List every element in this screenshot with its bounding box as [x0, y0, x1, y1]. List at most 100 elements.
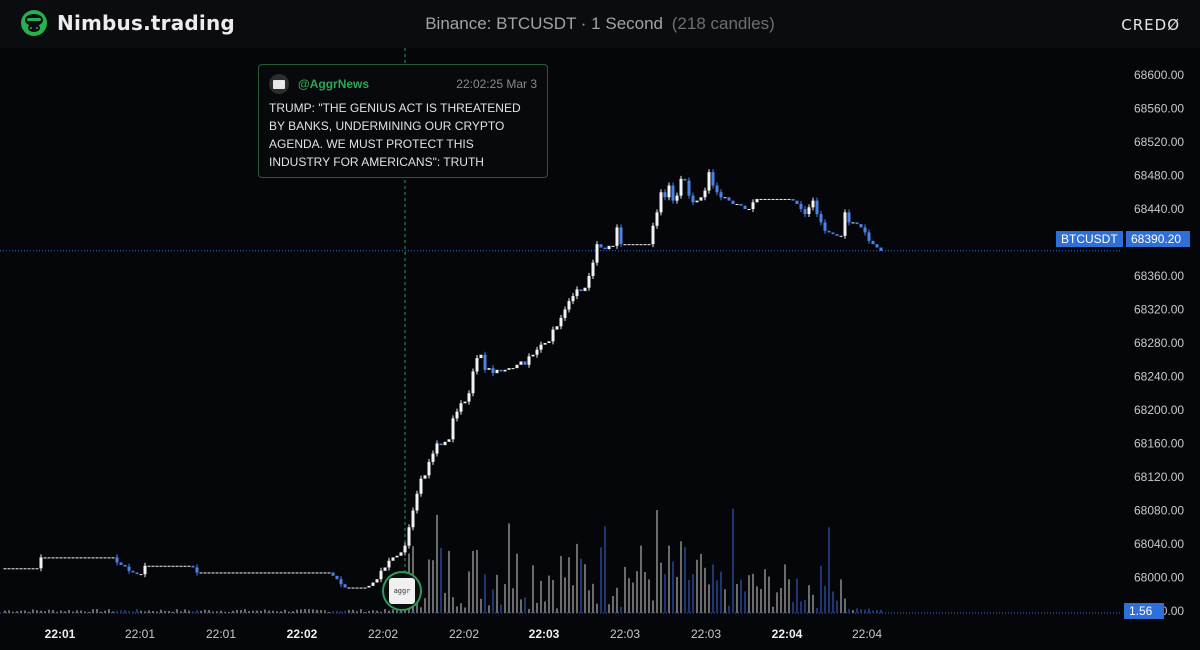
candle [431, 453, 435, 462]
y-tick-label: 68560.00 [1134, 102, 1184, 116]
volume-bar [252, 610, 254, 613]
candle [519, 361, 523, 365]
candle [123, 564, 127, 567]
y-tick-label: 68000.00 [1134, 571, 1184, 585]
candle [711, 172, 715, 186]
candle [595, 244, 599, 263]
y-tick-label: 68280.00 [1134, 336, 1184, 350]
volume-bar [8, 610, 10, 613]
y-tick-label: 68240.00 [1134, 370, 1184, 384]
volume-bar [640, 545, 642, 613]
volume-bar [732, 508, 734, 613]
aggr-logo-icon: aggr [389, 578, 415, 604]
volume-bar [168, 610, 170, 613]
volume-bar [52, 610, 54, 613]
volume-bar [560, 556, 562, 613]
volume-bar [880, 609, 882, 613]
candle [555, 326, 559, 330]
volume-bar [260, 610, 262, 613]
candle [195, 567, 199, 573]
volume-bar [72, 611, 74, 613]
volume-bar [464, 607, 466, 613]
volume-bar [716, 580, 718, 613]
volume-bar [708, 584, 710, 613]
volume-bar [808, 585, 810, 613]
y-tick-label: 68320.00 [1134, 303, 1184, 317]
candle [587, 276, 591, 288]
candle [855, 222, 859, 225]
candle [219, 572, 223, 574]
candle [563, 309, 567, 318]
candle [875, 244, 879, 248]
candle [511, 368, 515, 370]
volume-bar [380, 611, 382, 613]
news-avatar-icon [269, 74, 289, 94]
candle [839, 235, 843, 237]
x-tick-label: 22:01 [125, 627, 155, 641]
candle [335, 575, 339, 580]
chart-area[interactable]: 68600.00 68560.00 68520.00 68480.00 68440.00… [0, 48, 1200, 650]
candle [87, 557, 91, 559]
volume-bar [432, 560, 434, 613]
volume-bar [184, 609, 186, 613]
price-chart[interactable]: 68600.00 68560.00 68520.00 68480.00 68440.00… [0, 48, 1200, 650]
candle [631, 244, 635, 246]
candle [819, 214, 823, 223]
news-tweet-card[interactable]: @AggrNews 22:02:25 Mar 3 TRUMP: "THE GEN… [258, 64, 548, 178]
news-event-marker[interactable]: aggr [382, 571, 422, 611]
candle [719, 192, 723, 198]
candle [155, 565, 159, 567]
volume-bar [608, 604, 610, 613]
volume-bar [460, 603, 462, 613]
candle [759, 198, 763, 200]
candle [139, 574, 143, 576]
x-tick-label: 22:03 [610, 627, 640, 641]
candle [287, 572, 291, 574]
candle [567, 301, 571, 310]
volume-bar [684, 546, 686, 613]
volume-bar [584, 564, 586, 613]
candle [283, 572, 287, 574]
candle [639, 244, 643, 246]
volume-bar [112, 611, 114, 613]
y-tick-label: 68480.00 [1134, 169, 1184, 183]
volume-bar [424, 598, 426, 613]
tweet-handle[interactable]: @AggrNews [298, 77, 370, 91]
volume-bar [108, 609, 110, 613]
candle [171, 565, 175, 567]
candle [439, 443, 443, 446]
volume-bar [824, 585, 826, 613]
volume-bar [356, 611, 358, 613]
volume-bar [864, 609, 866, 613]
volume-bar [736, 584, 738, 613]
candle [203, 572, 207, 574]
candle [267, 572, 271, 574]
candle [299, 572, 303, 574]
candle [103, 557, 107, 559]
candle [183, 565, 187, 567]
volume-bar [24, 610, 26, 613]
volume-bar [668, 545, 670, 613]
candle [3, 568, 7, 570]
candle [399, 552, 403, 556]
candle [483, 354, 487, 370]
brand[interactable]: Nimbus.trading [20, 9, 235, 37]
x-tick-label: 22:04 [852, 627, 882, 641]
candle [215, 572, 219, 574]
candle [127, 566, 131, 571]
volume-bar [84, 611, 86, 613]
candle [495, 369, 499, 374]
candle [295, 572, 299, 574]
volume-bar [244, 609, 246, 613]
candle [667, 185, 671, 198]
volume-bar [796, 578, 798, 613]
candle [803, 209, 807, 215]
volume-bar [628, 578, 630, 613]
candle [683, 178, 687, 181]
volume-bar [616, 587, 618, 613]
volume-bar [104, 610, 106, 613]
volume-bar [256, 610, 258, 613]
volume-bar [448, 550, 450, 613]
candle [823, 222, 827, 231]
volume-bar [440, 548, 442, 613]
